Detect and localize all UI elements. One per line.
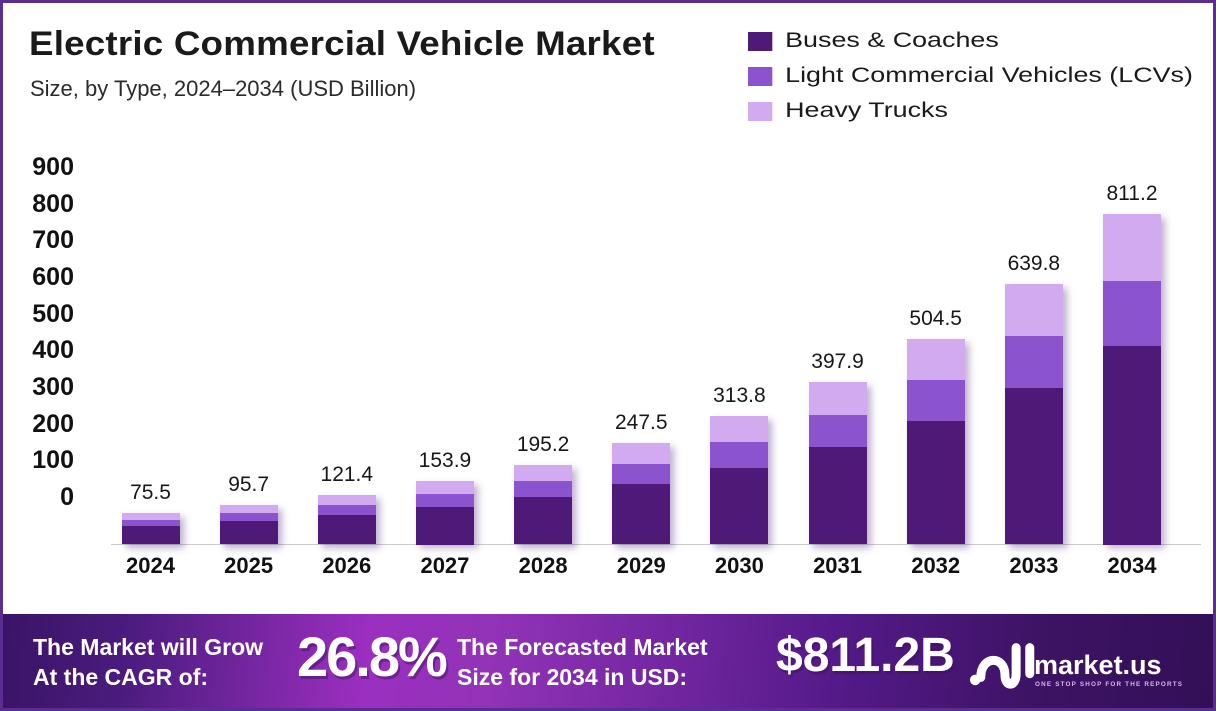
svg-text:market.us: market.us — [1034, 650, 1162, 680]
svg-text:ONE STOP SHOP FOR THE REPORTS: ONE STOP SHOP FOR THE REPORTS — [1035, 681, 1183, 688]
